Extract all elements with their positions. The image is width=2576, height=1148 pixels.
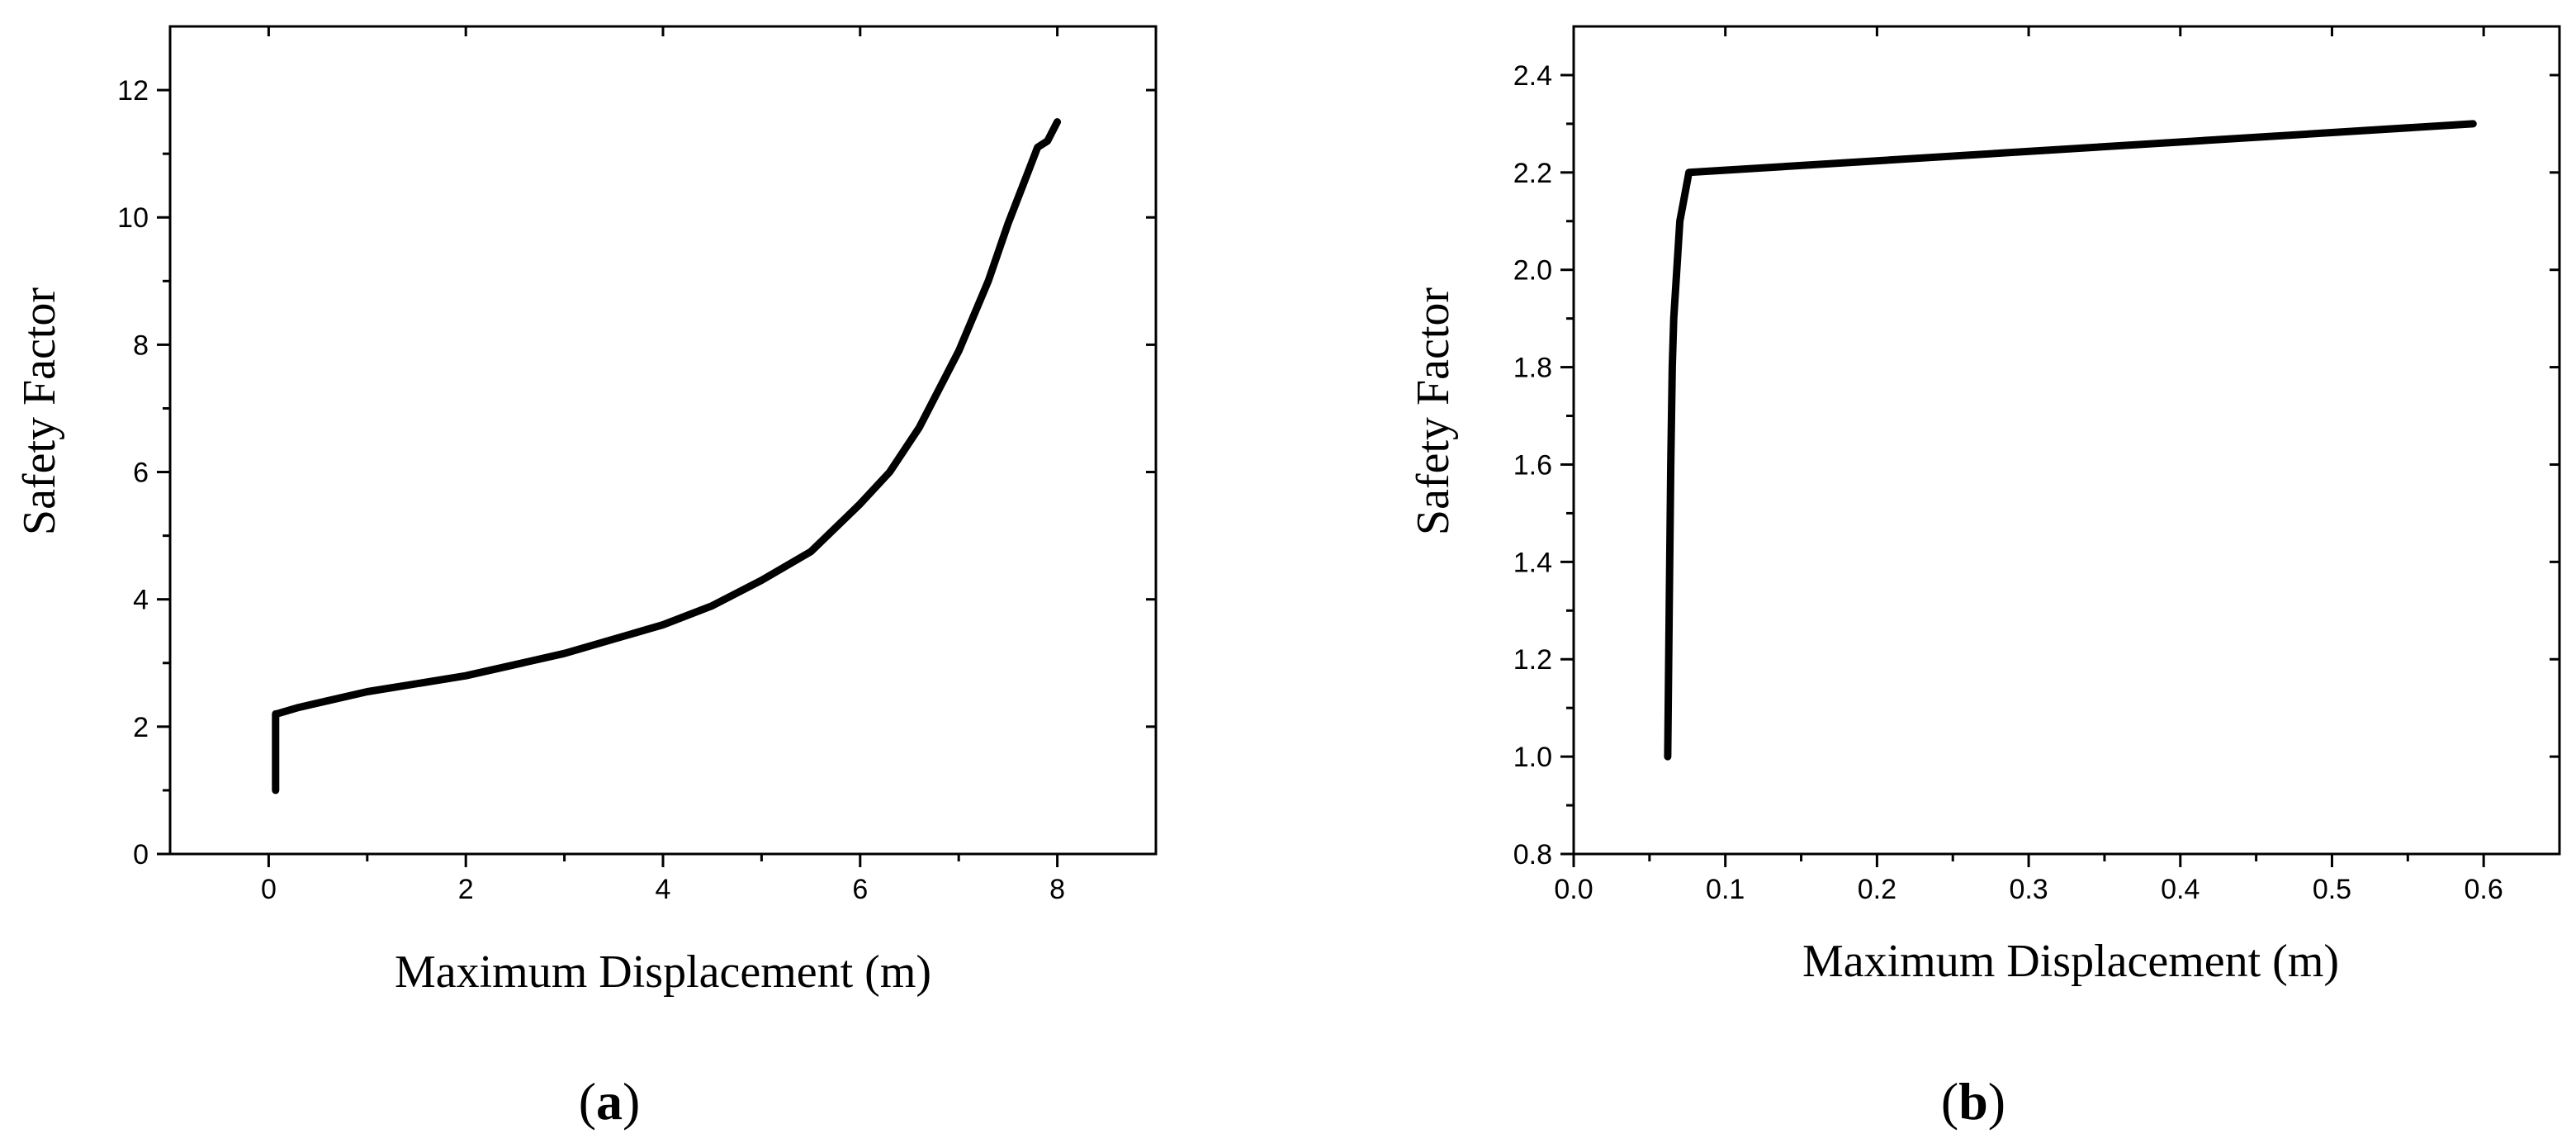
panel-b-label: (b) — [1941, 1072, 2005, 1131]
panel-a-plot — [272, 118, 1062, 795]
y-tick-label: 1.0 — [1513, 742, 1552, 773]
series-line — [272, 118, 1062, 795]
y-tick-label: 2 — [133, 712, 149, 743]
y-tick-label: 4 — [133, 585, 149, 616]
y-tick-label: 1.4 — [1513, 547, 1552, 578]
y-tick-label: 1.8 — [1513, 353, 1552, 384]
x-tick-label: 4 — [656, 874, 671, 905]
y-tick-label: 0 — [133, 839, 149, 870]
panel-b-tick-labels: 0.0 0.1 0.2 0.3 0.4 0.5 0.6 0.8 1.0 1.2 1.4 1.6 1.8 2… — [1513, 60, 2503, 905]
panel-b-plot — [1664, 120, 2477, 761]
panel-a-x-axis-title: Maximum Displacement (m) — [395, 946, 931, 998]
x-tick-label: 0.5 — [2313, 874, 2351, 905]
panel-b-x-axis-title: Maximum Displacement (m) — [1802, 936, 2339, 987]
y-tick-label: 2.4 — [1513, 60, 1552, 92]
x-tick-label: 0.2 — [1858, 874, 1896, 905]
x-tick-label: 6 — [852, 874, 868, 905]
panel-a-plot-frame — [168, 25, 1158, 856]
x-tick-label: 8 — [1049, 874, 1065, 905]
y-tick-label: 2.2 — [1513, 158, 1552, 189]
x-tick-label: 0.6 — [2465, 874, 2503, 905]
y-tick-label: 0.8 — [1513, 839, 1552, 870]
y-tick-label: 1.6 — [1513, 449, 1552, 481]
y-tick-label: 1.2 — [1513, 644, 1552, 676]
x-tick-label: 0.0 — [1554, 874, 1593, 905]
panel-a-y-axis-title: Safety Factor — [14, 287, 65, 535]
panel-a-ticks — [157, 26, 1156, 867]
x-tick-label: 0.3 — [2009, 874, 2048, 905]
y-tick-label: 10 — [117, 202, 149, 234]
x-tick-label: 2 — [458, 874, 474, 905]
x-tick-label: 0.4 — [2161, 874, 2200, 905]
x-tick-label: 0.1 — [1706, 874, 1745, 905]
y-tick-label: 8 — [133, 330, 149, 361]
panel-b: 0.0 0.1 0.2 0.3 0.4 0.5 0.6 0.8 1.0 1.2 1.4 1.6 1.8 2… — [1408, 25, 2561, 1131]
x-tick-label: 0 — [261, 874, 277, 905]
series-line — [1664, 120, 2477, 761]
panel-b-y-axis-title: Safety Factor — [1408, 287, 1459, 535]
y-tick-label: 12 — [117, 75, 149, 107]
y-tick-label: 2.0 — [1513, 255, 1552, 287]
panel-b-letter: b — [1958, 1072, 1988, 1131]
y-tick-label: 6 — [133, 458, 149, 489]
panel-a-tick-labels: 0 2 4 6 8 0 2 4 6 8 10 12 — [117, 75, 1065, 905]
panel-a-label: (a) — [579, 1072, 641, 1131]
panel-a-letter: a — [596, 1072, 623, 1131]
panel-b-plot-frame — [1572, 25, 2561, 856]
